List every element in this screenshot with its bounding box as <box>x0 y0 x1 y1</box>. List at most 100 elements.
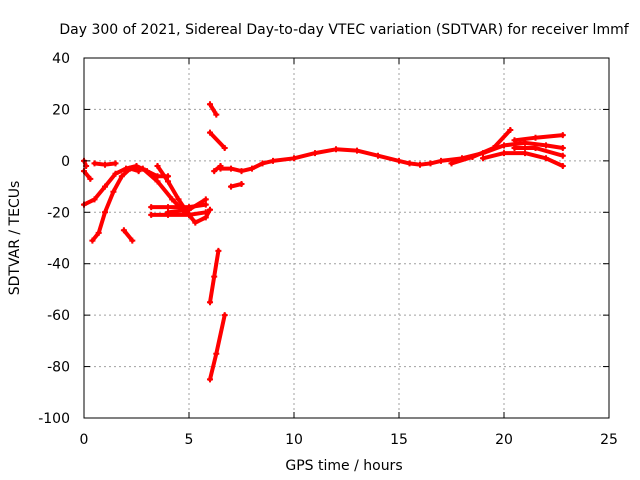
series-line <box>449 128 513 166</box>
data-point <box>221 312 228 319</box>
series-mid-flat-3 <box>165 196 209 216</box>
series-line <box>82 169 93 181</box>
data-point <box>259 160 266 167</box>
data-point <box>249 165 255 172</box>
series-line <box>208 130 227 150</box>
data-point <box>375 152 381 159</box>
data-point <box>202 201 209 208</box>
data-point <box>448 160 455 167</box>
x-tick-label: 5 <box>185 432 194 448</box>
data-point <box>469 154 476 160</box>
series-early-low <box>89 165 142 244</box>
data-point <box>133 163 140 169</box>
data-point <box>139 165 146 172</box>
data-point <box>532 134 539 141</box>
data-point <box>192 219 199 226</box>
data-point <box>417 161 423 168</box>
data-point <box>501 142 507 149</box>
data-point <box>211 273 218 280</box>
data-point <box>165 178 171 185</box>
series-spike-high <box>207 101 220 118</box>
data-point <box>118 173 125 180</box>
data-point <box>312 150 318 157</box>
data-point <box>87 175 94 182</box>
data-point <box>89 237 96 244</box>
y-tick-label: 0 <box>61 154 70 170</box>
series-late-upper <box>448 127 514 167</box>
data-point <box>501 150 507 157</box>
data-point <box>543 142 549 149</box>
y-tick-label: 20 <box>52 102 70 118</box>
data-point <box>154 178 161 185</box>
data-point <box>427 160 434 167</box>
series-late-upper-2 <box>511 132 566 144</box>
axis-ticks: 0 5 10 15 20 25 -100 -80 -60 -40 -20 0 20 40 <box>38 51 618 448</box>
data-point <box>215 247 222 254</box>
data-point <box>207 101 213 108</box>
series-spike-high-2 <box>207 129 228 151</box>
data-point <box>112 170 119 177</box>
y-tick-label: -80 <box>47 360 70 376</box>
y-tick-label: -20 <box>47 205 70 221</box>
data-point <box>211 168 218 175</box>
data-point <box>102 161 108 168</box>
data-point <box>522 150 528 157</box>
y-tick-label: 40 <box>52 51 70 67</box>
series-line <box>121 228 135 243</box>
data-point <box>186 206 192 213</box>
data-point <box>228 183 234 190</box>
x-tick-label: 15 <box>390 432 408 448</box>
data-point <box>559 132 566 139</box>
x-tick-label: 20 <box>495 432 513 448</box>
data-point <box>507 127 514 133</box>
series-line <box>149 210 208 217</box>
data-series <box>81 101 566 383</box>
data-point <box>112 160 119 167</box>
chart-title: Day 300 of 2021, Sidereal Day-to-day VTE… <box>59 22 629 38</box>
data-point <box>95 229 102 236</box>
data-point <box>202 196 209 203</box>
data-point <box>165 209 171 216</box>
series-spike-low-2 <box>207 312 228 383</box>
data-point <box>213 111 220 118</box>
series-early-rise <box>81 163 171 208</box>
data-point <box>291 155 297 162</box>
x-tick-label: 10 <box>285 432 303 448</box>
data-point <box>511 137 518 144</box>
data-point <box>110 188 117 195</box>
data-point <box>270 157 276 164</box>
data-point <box>559 145 566 151</box>
data-point <box>165 204 171 211</box>
data-point <box>406 160 413 167</box>
data-point <box>148 204 155 211</box>
series-late-lower-2 <box>511 145 566 159</box>
data-point <box>154 163 161 169</box>
series-short-segment <box>120 227 136 244</box>
data-point <box>396 157 402 164</box>
data-point <box>202 214 209 221</box>
data-point <box>102 183 108 190</box>
data-point <box>207 376 213 383</box>
data-point <box>217 163 224 169</box>
x-tick-label: 25 <box>600 432 618 448</box>
series-early-flat <box>91 160 119 168</box>
data-point <box>91 196 98 203</box>
x-tick-label: 0 <box>80 432 89 448</box>
data-point <box>129 237 136 244</box>
y-tick-label: -40 <box>47 257 70 273</box>
data-point <box>207 206 213 213</box>
data-point <box>213 350 220 357</box>
data-point <box>221 145 228 151</box>
data-point <box>559 163 566 169</box>
data-point <box>511 145 518 151</box>
data-point <box>354 147 360 154</box>
data-point <box>532 145 539 151</box>
data-point <box>207 129 213 136</box>
data-point <box>559 152 566 159</box>
data-point <box>135 168 142 175</box>
series-post-spike <box>228 181 245 190</box>
data-point <box>148 211 155 218</box>
data-point <box>228 165 234 172</box>
data-point <box>169 196 176 203</box>
series-late-lower <box>480 150 566 169</box>
